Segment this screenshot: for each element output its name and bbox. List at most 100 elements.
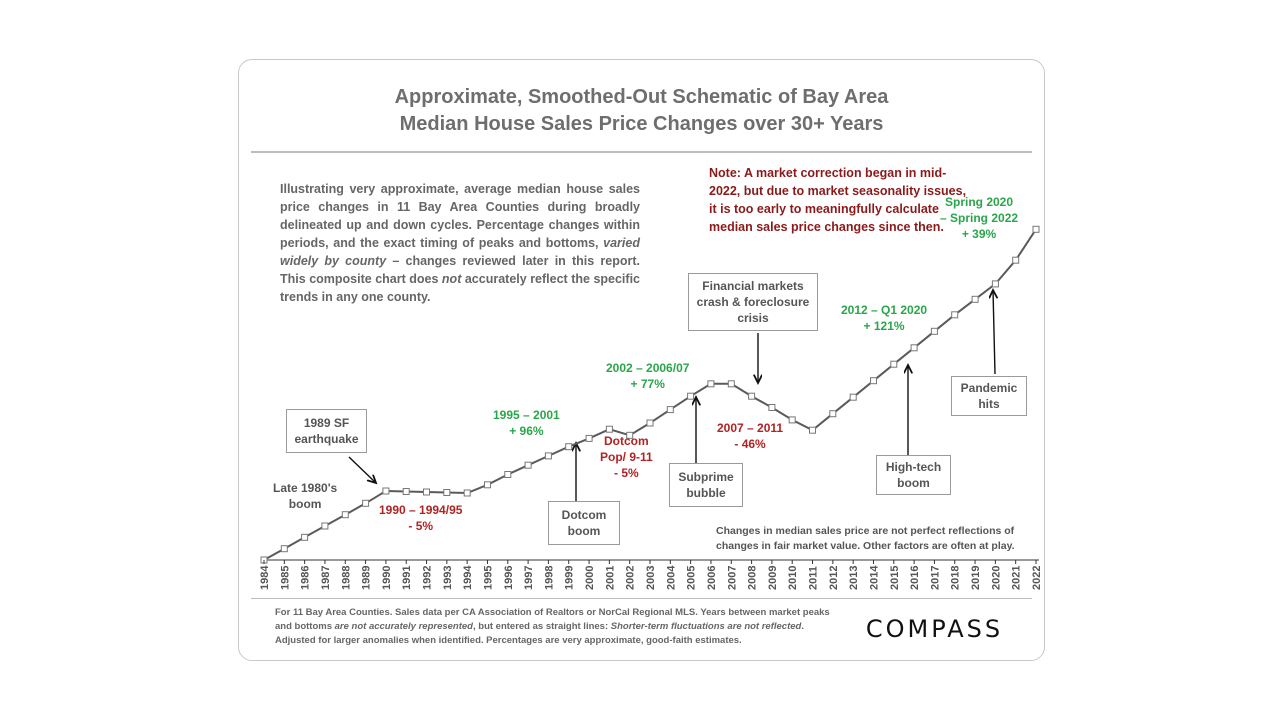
data-point-2017 (930, 327, 938, 335)
annotation-box-dotcom-boom: Dotcom boom (548, 501, 620, 545)
annotation-line: boom (897, 476, 930, 490)
footer-part: . Adjusted for larger anomalies when ide… (275, 621, 804, 646)
annotation-1995-2001: 1995 – 2001 + 96% (493, 407, 560, 439)
x-tick-label-2005: 2005 (686, 566, 698, 590)
annotation-line: 1990 – 1994/95 (379, 503, 463, 517)
annotation-dotcom-pop: Dotcom Pop/ 9-11 - 5% (600, 433, 653, 481)
annotation-line: boom (567, 524, 601, 538)
x-tick-label-2013: 2013 (848, 566, 860, 590)
footer-source-note: For 11 Bay Area Counties. Sales data per… (275, 606, 835, 648)
annotation-1990-1995: 1990 – 1994/95 - 5% (379, 502, 462, 534)
x-tick-label-2010: 2010 (787, 566, 799, 590)
intro-text-part: accurately reflect the specific trends i… (280, 272, 640, 304)
data-markers (260, 225, 1040, 564)
x-tick-label-1992: 1992 (422, 566, 434, 590)
chart-card: Approximate, Smoothed-Out Schematic of B… (238, 59, 1045, 661)
data-point-2001 (605, 425, 613, 433)
annotation-line: boom (288, 497, 322, 511)
annotation-line: hits (978, 397, 1000, 411)
annotation-line: 2012 – Q1 2020 (841, 303, 928, 317)
data-point-2021 (1012, 256, 1020, 264)
annotation-box-subprime: Subprime bubble (669, 463, 743, 507)
title-divider (251, 151, 1032, 153)
x-tick-label-2021: 2021 (1011, 566, 1023, 590)
footer-emphasis: Shorter-term fluctuations are not reflec… (610, 621, 802, 632)
data-point-2013 (849, 393, 857, 401)
x-tick-label-1991: 1991 (401, 566, 413, 590)
data-point-2009 (768, 404, 776, 411)
annotation-box-financial-crisis: Financial markets crash & foreclosure cris… (688, 273, 818, 331)
data-point-2014 (870, 377, 877, 385)
x-tick-label-1990: 1990 (381, 566, 393, 590)
data-point-2016 (910, 344, 918, 352)
annotation-line: 2002 – 2006/07 (606, 361, 690, 375)
x-tick-labels: 1984 1985 1986 1987 1988 1989 1990 1991 1992 1993… (259, 560, 1043, 590)
footer-divider (251, 598, 1032, 599)
data-point-1999 (565, 443, 573, 451)
data-point-1985 (280, 545, 288, 553)
data-point-1997 (524, 461, 532, 469)
x-tick-label-1994: 1994 (462, 565, 474, 590)
annotation-line: Spring 2020 (945, 195, 1014, 209)
title-line-2: Median House Sales Price Changes over 30… (399, 113, 884, 135)
x-tick-label-1987: 1987 (320, 566, 332, 590)
x-tick-label-1998: 1998 (543, 566, 555, 590)
data-point-2007 (727, 380, 735, 388)
x-tick-label-2016: 2016 (909, 566, 921, 590)
annotation-line: 1995 – 2001 (493, 408, 560, 422)
annotation-line: Pandemic (960, 381, 1018, 395)
arrow-earthquake (348, 456, 376, 483)
annotation-line: – Spring 2022 (940, 211, 1019, 225)
annotation-2012-2020: 2012 – Q1 2020 + 121% (841, 302, 927, 334)
annotation-line: Pop/ 9-11 (600, 450, 653, 464)
x-tick-label-1986: 1986 (300, 566, 312, 590)
annotation-line: Late 1980's (273, 481, 338, 495)
annotation-line: Dotcom (604, 434, 649, 448)
annotation-line: crash & foreclosure (696, 295, 810, 309)
annotation-line: + 77% (630, 377, 665, 391)
data-point-2015 (890, 360, 898, 368)
annotation-line: 2007 – 2011 (717, 421, 784, 435)
data-point-1988 (341, 511, 349, 519)
intro-text-part: Illustrating very approximate, average m… (280, 182, 640, 250)
data-point-1990 (382, 487, 390, 495)
x-tick-label-2007: 2007 (726, 566, 738, 590)
x-tick-label-2002: 2002 (625, 566, 637, 590)
x-tick-label-2006: 2006 (706, 566, 718, 590)
data-point-2006 (707, 380, 715, 388)
data-point-1995 (484, 481, 491, 489)
annotation-line: Dotcom (561, 508, 607, 522)
data-point-1987 (321, 522, 329, 530)
annotation-line: - 5% (408, 519, 434, 533)
data-point-1992 (423, 488, 430, 496)
annotation-box-high-tech: High-tech boom (876, 455, 951, 495)
x-tick-label-2000: 2000 (584, 566, 596, 590)
x-tick-label-2001: 2001 (604, 566, 616, 590)
annotation-box-pandemic: Pandemic hits (951, 376, 1027, 416)
data-point-1993 (443, 489, 451, 496)
x-tick-label-2020: 2020 (990, 566, 1002, 590)
x-tick-label-1989: 1989 (361, 566, 373, 590)
compass-logo: COMPASS (865, 615, 1004, 643)
x-tick-label-2008: 2008 (747, 566, 759, 590)
data-point-2008 (748, 392, 756, 400)
annotation-line: + 39% (961, 227, 997, 241)
x-tick-label-2014: 2014 (868, 565, 880, 590)
x-tick-label-1997: 1997 (523, 566, 535, 590)
x-tick-label-1995: 1995 (482, 566, 494, 590)
x-tick-label-2017: 2017 (929, 566, 941, 590)
intro-text-emphasis: not (441, 272, 462, 286)
data-point-2011 (809, 426, 816, 434)
x-tick-label-1993: 1993 (442, 566, 454, 590)
x-tick-label-1999: 1999 (564, 566, 576, 590)
data-point-1989 (362, 499, 370, 507)
chart-title: Approximate, Smoothed-Out Schematic of B… (239, 84, 1044, 138)
intro-text: Illustrating very approximate, average m… (280, 180, 640, 306)
data-point-2010 (788, 416, 796, 424)
annotation-line: Financial markets (702, 279, 804, 293)
x-tick-label-2012: 2012 (828, 566, 840, 590)
x-tick-label-2018: 2018 (950, 566, 962, 590)
x-tick-label-2015: 2015 (889, 566, 901, 590)
annotation-line: + 96% (509, 424, 544, 438)
data-point-2020 (991, 280, 999, 288)
